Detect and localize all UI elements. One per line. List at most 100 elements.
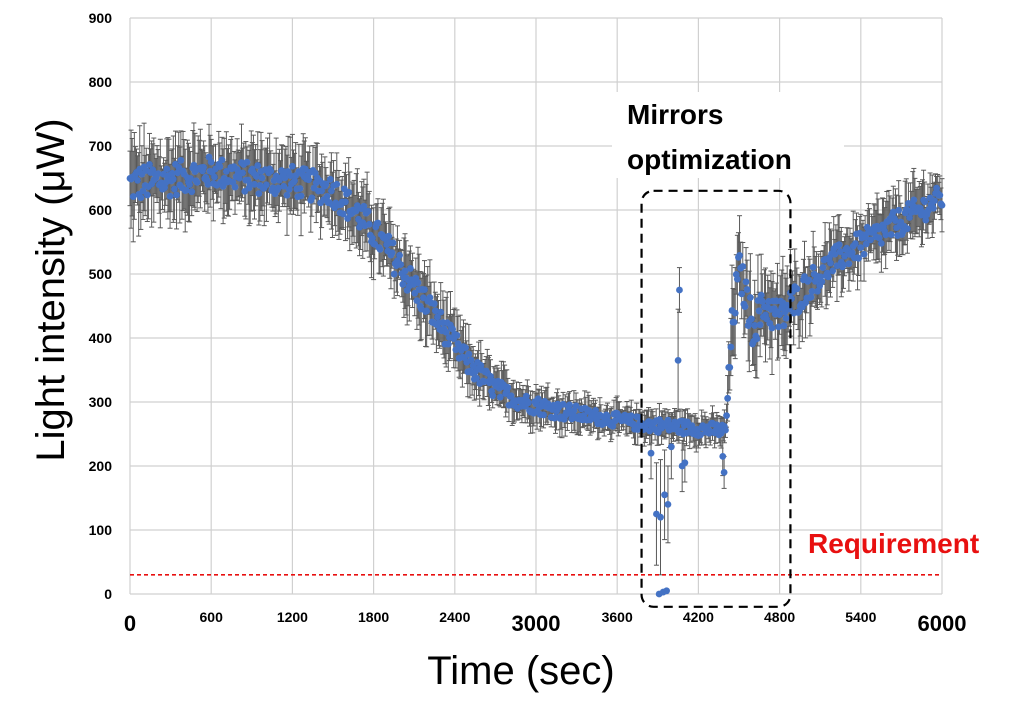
data-point — [758, 297, 766, 305]
data-point — [423, 307, 431, 315]
data-point — [776, 311, 783, 318]
data-point — [882, 231, 890, 239]
data-point — [154, 170, 162, 178]
data-point — [664, 501, 672, 508]
data-point — [743, 286, 751, 293]
data-point — [430, 300, 438, 308]
data-point — [414, 279, 422, 287]
data-point — [592, 406, 599, 414]
data-point — [604, 412, 611, 420]
data-point — [143, 191, 151, 199]
y-tick-label: 800 — [89, 74, 113, 90]
data-point — [647, 449, 655, 457]
y-tick-label: 600 — [89, 202, 113, 218]
data-point — [663, 587, 670, 595]
data-point — [339, 210, 347, 218]
data-point — [757, 291, 765, 299]
data-point — [738, 290, 746, 298]
data-point — [903, 225, 911, 233]
data-point — [267, 167, 275, 175]
data-point — [166, 192, 174, 200]
data-point — [239, 169, 246, 177]
data-point — [253, 173, 261, 180]
tick-labels: 0 100 200 300 400 500 600 700 800 900 0 600 1200 1800… — [89, 10, 967, 636]
data-point — [507, 392, 515, 400]
data-point — [255, 190, 263, 197]
data-point — [892, 217, 899, 224]
data-point — [434, 313, 441, 321]
data-point — [674, 357, 682, 364]
data-point — [808, 287, 816, 295]
data-point — [289, 162, 296, 170]
requirement-label: Requirement — [808, 528, 979, 559]
data-point — [697, 431, 704, 439]
data-point — [741, 303, 749, 311]
y-tick-label: 300 — [89, 394, 113, 410]
data-point — [525, 399, 532, 407]
data-point — [522, 392, 530, 400]
data-point — [401, 267, 409, 275]
data-point — [254, 162, 262, 169]
data-point — [177, 156, 185, 164]
data-point — [182, 186, 190, 194]
data-point — [540, 411, 547, 419]
data-point — [938, 201, 946, 209]
data-point — [877, 239, 885, 247]
data-point — [855, 254, 863, 262]
data-point — [609, 422, 617, 430]
data-point — [793, 285, 801, 293]
data-point — [388, 249, 396, 257]
y-tick-label: 100 — [89, 522, 113, 538]
data-point — [200, 163, 208, 171]
data-point — [413, 297, 421, 305]
data-point — [134, 177, 141, 184]
data-point — [139, 187, 147, 195]
data-point — [291, 177, 298, 185]
data-point — [190, 161, 198, 169]
data-point — [137, 194, 145, 202]
data-point — [462, 344, 470, 352]
x-tick-label: 3600 — [602, 609, 633, 625]
data-point — [174, 169, 182, 177]
data-point — [719, 453, 727, 460]
data-point — [857, 244, 865, 252]
data-point — [308, 194, 316, 202]
x-tick-label: 2400 — [439, 609, 470, 625]
data-point — [819, 264, 827, 271]
data-point — [204, 181, 212, 188]
data-point — [187, 175, 195, 182]
data-point — [720, 469, 728, 476]
annotation-line-1: Mirrors — [627, 99, 723, 130]
data-point — [724, 394, 732, 402]
data-point — [365, 220, 373, 228]
data-point — [727, 343, 735, 351]
data-point — [296, 185, 304, 192]
data-point — [283, 191, 291, 199]
data-point — [437, 308, 445, 316]
data-point — [390, 270, 398, 278]
data-point — [421, 286, 428, 293]
data-point — [664, 416, 672, 424]
data-point — [722, 426, 729, 434]
data-point — [829, 267, 837, 275]
data-point — [146, 161, 153, 168]
data-point — [840, 261, 847, 269]
data-point — [775, 323, 782, 331]
data-point — [129, 193, 137, 200]
data-point — [809, 263, 817, 271]
data-point — [333, 180, 341, 188]
mirrors-optimization-box — [640, 189, 792, 608]
data-point — [921, 198, 929, 206]
annotation-label-background — [612, 92, 844, 178]
data-point — [222, 167, 230, 175]
data-point — [831, 250, 839, 258]
data-point — [369, 234, 376, 242]
data-point — [627, 412, 635, 420]
data-point — [723, 412, 730, 420]
data-point — [389, 239, 397, 247]
data-point — [170, 185, 178, 193]
x-tick-label: 3000 — [512, 611, 561, 636]
data-point — [444, 340, 452, 348]
data-point — [667, 443, 675, 451]
data-point — [326, 175, 334, 183]
